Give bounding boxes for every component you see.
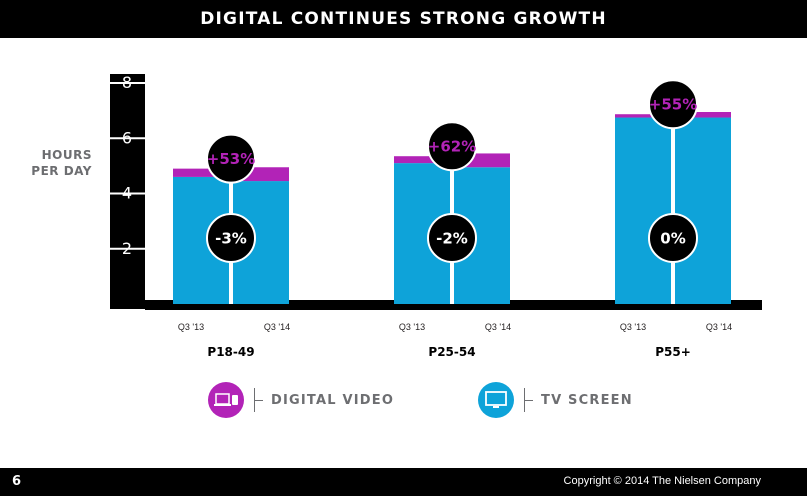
devices-icon [208,382,244,418]
tv-change-badge [427,213,477,263]
y-axis-label: HOURS PER DAY [31,148,92,178]
group-label: P25-54 [428,345,475,359]
y-tick-label: 2 [122,239,132,258]
bar-divider [671,108,675,304]
y-tick-mark [110,247,145,250]
copyright-text: Copyright © 2014 The Nielsen Company [563,475,761,487]
period-label: Q3 '14 [706,322,732,332]
title-bar: DIGITAL CONTINUES STRONG GROWTH [0,0,807,38]
tv-change-label: -3% [215,230,247,248]
period-label: Q3 '13 [620,322,646,332]
y-axis-strip [110,74,145,309]
digital-change-badge [648,79,698,130]
legend-label: DIGITAL VIDEO [271,392,395,408]
tv-bar [615,117,672,304]
digital-change-label: +62% [428,138,476,156]
y-tick-label: 8 [122,73,132,92]
tv-change-badge [648,213,698,263]
footer-bar: 6 Copyright © 2014 The Nielsen Company [0,468,807,496]
digital-change-label: +55% [649,96,697,114]
digital-bar [615,114,672,118]
digital-change-badge [427,121,477,172]
tv-change-label: -2% [436,230,468,248]
tv-change-badge [206,213,256,263]
y-tick-label: 6 [122,128,132,147]
group-label: P18-49 [207,345,254,359]
tv-change-label: 0% [660,230,685,248]
y-tick-label: 4 [122,184,132,203]
page-title: DIGITAL CONTINUES STRONG GROWTH [200,9,607,29]
digital-bar [674,112,731,118]
legend-label: TV SCREEN [541,392,633,408]
y-tick-mark [110,137,145,140]
digital-bar [173,168,230,177]
page-number: 6 [12,474,22,489]
group-label: P55+ [655,345,691,359]
legend-item-tv-screen: TV SCREEN [478,382,633,418]
y-tick-mark [110,82,145,84]
tv-icon [478,382,514,418]
period-label: Q3 '13 [399,322,425,332]
x-axis-line [145,300,762,310]
digital-bar [394,156,451,164]
legend-item-digital-video: DIGITAL VIDEO [208,382,394,418]
y-tick-mark [110,192,145,195]
period-label: Q3 '14 [264,322,290,332]
period-label: Q3 '13 [178,322,204,332]
digital-change-badge [206,133,256,184]
digital-change-label: +53% [207,150,255,168]
tv-bar [674,117,731,304]
period-label: Q3 '14 [485,322,511,332]
